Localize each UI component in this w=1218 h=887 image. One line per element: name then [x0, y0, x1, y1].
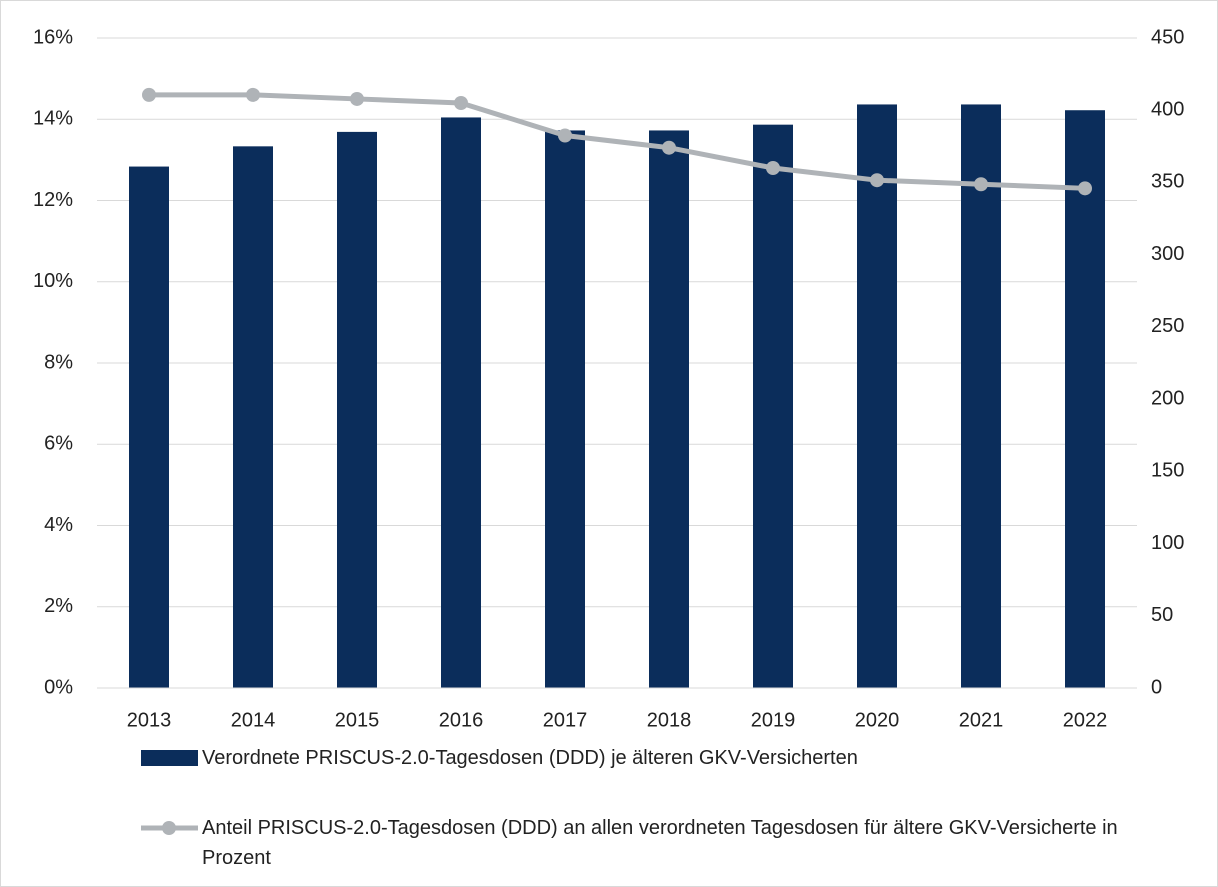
legend-label: Verordnete PRISCUS-2.0-Tagesdosen (DDD) … — [202, 747, 858, 769]
line-point — [246, 87, 260, 102]
line-point — [766, 161, 780, 175]
y2-tick-label: 200 — [1151, 387, 1184, 409]
line-point — [558, 128, 572, 143]
y2-tick-label: 50 — [1151, 604, 1173, 626]
y-tick-label: 14% — [33, 108, 73, 130]
x-tick-label: 2019 — [751, 709, 796, 731]
line-point — [142, 87, 156, 102]
y2-tick-label: 450 — [1151, 26, 1184, 48]
bar — [233, 146, 273, 689]
bar — [961, 104, 1001, 688]
bar — [337, 131, 377, 688]
y2-tick-label: 100 — [1151, 532, 1184, 554]
line-point — [974, 177, 988, 192]
bar — [1065, 110, 1105, 688]
x-tick-label: 2014 — [231, 709, 276, 731]
y-tick-label: 2% — [44, 595, 73, 617]
legend-swatch — [141, 750, 198, 766]
y-tick-label: 8% — [44, 351, 73, 373]
x-tick-label: 2013 — [127, 709, 172, 731]
x-tick-label: 2022 — [1063, 709, 1108, 731]
line-point — [454, 96, 468, 110]
y2-tick-label: 150 — [1151, 460, 1184, 482]
bar — [129, 166, 169, 689]
line-point — [662, 140, 676, 155]
y-tick-label: 6% — [44, 433, 73, 455]
line-point — [350, 91, 364, 106]
y2-tick-label: 250 — [1151, 315, 1184, 337]
bar — [649, 130, 689, 688]
bar — [545, 130, 585, 688]
line — [149, 92, 1086, 191]
y-tick-label: 12% — [33, 189, 73, 211]
y-tick-label: 4% — [44, 514, 73, 536]
x-tick-label: 2015 — [335, 709, 380, 731]
x-tick-label: 2018 — [647, 709, 692, 731]
x-tick-label: 2017 — [543, 709, 588, 731]
y-tick-label: 16% — [33, 26, 73, 48]
y2-tick-label: 350 — [1151, 171, 1184, 193]
bar — [857, 104, 897, 688]
bar — [753, 124, 793, 688]
line-point — [1078, 181, 1092, 196]
y-tick-label: 10% — [33, 270, 73, 292]
y2-tick-label: 400 — [1151, 99, 1184, 121]
x-tick-label: 2020 — [855, 709, 900, 731]
legend-swatch — [162, 821, 176, 835]
y2-tick-label: 300 — [1151, 243, 1184, 265]
y-tick-label: 0% — [44, 676, 73, 698]
y2-tick-label: 0 — [1151, 676, 1162, 698]
x-tick-label: 2021 — [959, 709, 1004, 731]
bar — [441, 117, 481, 688]
legend-label: Anteil PRISCUS-2.0-Tagesdosen (DDD) an a… — [202, 817, 1118, 869]
line-point — [870, 173, 884, 188]
x-tick-label: 2016 — [439, 709, 484, 731]
